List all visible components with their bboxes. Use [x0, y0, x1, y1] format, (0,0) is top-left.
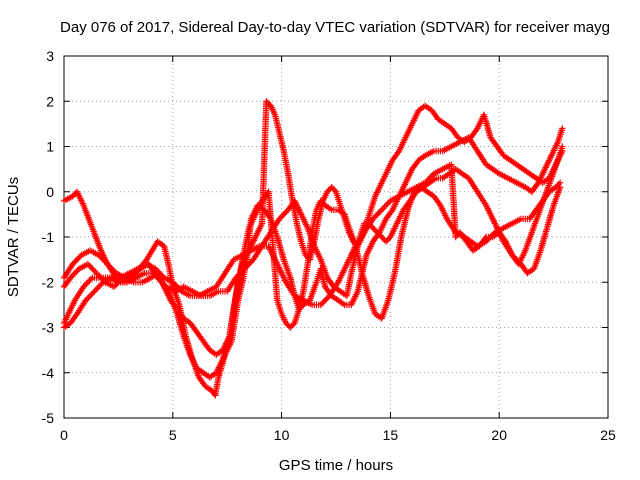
x-tick-label: 15	[383, 427, 399, 443]
y-tick-label: 1	[46, 139, 54, 155]
data-series	[60, 143, 566, 331]
y-tick-label: 3	[46, 48, 54, 64]
y-axis-label: SDTVAR / TECUs	[5, 177, 22, 297]
x-tick-label: 5	[169, 427, 177, 443]
y-tick-label: -3	[42, 320, 55, 336]
axis-ticks: 0 5 10 15 20 25 -5 -4 -3 -2 -1 0 1 2 3	[42, 48, 616, 443]
x-axis-label: GPS time / hours	[279, 457, 393, 474]
x-tick-label: 10	[274, 427, 290, 443]
x-tick-label: 25	[600, 427, 616, 443]
data-series	[60, 125, 566, 399]
y-tick-label: 0	[46, 184, 54, 200]
x-tick-label: 0	[60, 427, 68, 443]
series-markers	[60, 125, 566, 399]
data-series	[60, 98, 566, 358]
data-points	[60, 98, 566, 399]
y-tick-label: -5	[42, 410, 55, 426]
y-tick-label: 2	[46, 93, 54, 109]
y-tick-label: -4	[42, 365, 55, 381]
y-tick-label: -1	[42, 229, 55, 245]
series-markers	[60, 143, 566, 331]
y-tick-label: -2	[42, 274, 55, 290]
chart-title: Day 076 of 2017, Sidereal Day-to-day VTE…	[60, 19, 610, 36]
x-tick-label: 20	[491, 427, 507, 443]
series-markers	[60, 98, 566, 358]
grid-lines	[64, 56, 608, 418]
